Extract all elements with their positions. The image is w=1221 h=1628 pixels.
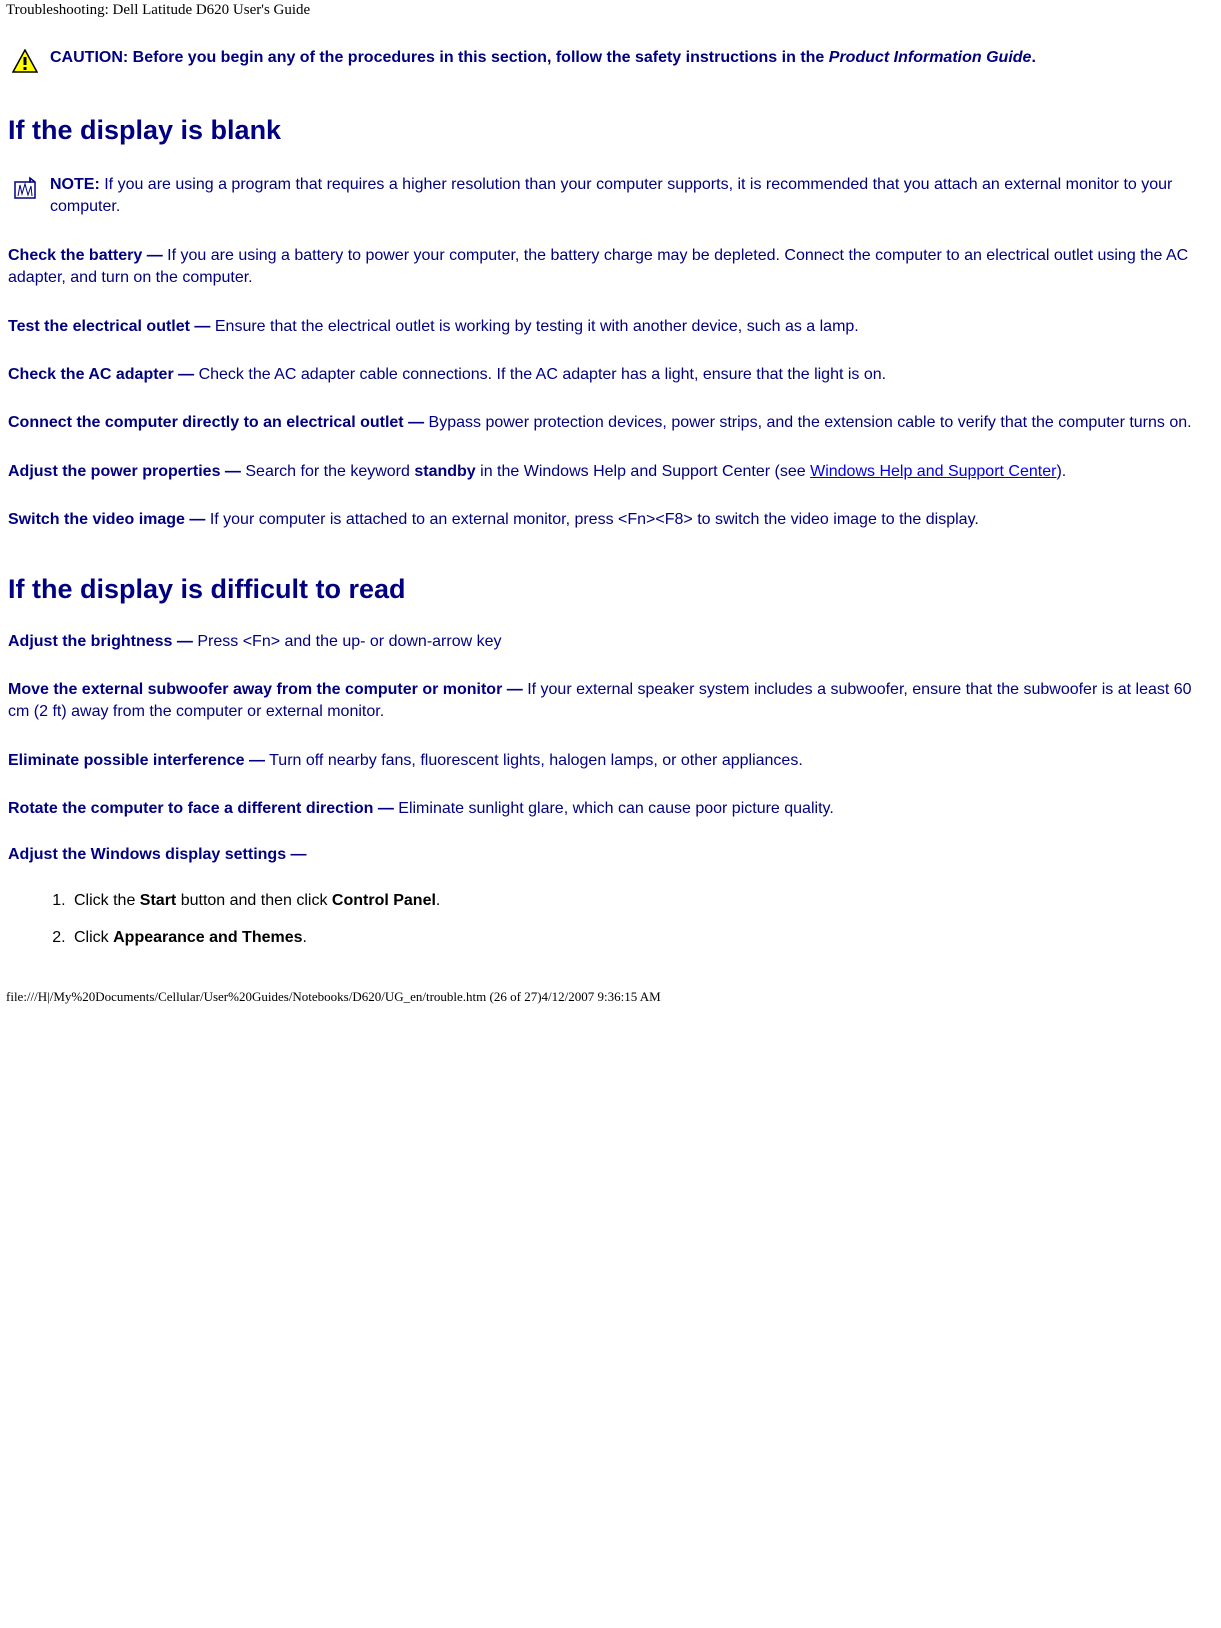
content-area: CAUTION: Before you begin any of the pro…	[0, 47, 1221, 949]
li2-b1: Appearance and Themes	[113, 929, 302, 946]
para-move-subwoofer: Move the external subwoofer away from th…	[8, 679, 1213, 724]
caution-after: .	[1031, 49, 1035, 66]
bold-check-adapter: Check the AC adapter —	[8, 366, 194, 383]
bold-eliminate-interference: Eliminate possible interference —	[8, 752, 265, 769]
text-rotate-computer: Eliminate sunlight glare, which can caus…	[394, 800, 834, 817]
text-test-outlet: Ensure that the electrical outlet is wor…	[210, 318, 858, 335]
bold-check-battery: Check the battery —	[8, 247, 163, 264]
para-switch-video: Switch the video image — If your compute…	[8, 509, 1213, 531]
list-item-1: Click the Start button and then click Co…	[70, 890, 1213, 912]
page-footer: file:///H|/My%20Documents/Cellular/User%…	[0, 965, 1221, 1009]
caution-before: Before you begin any of the procedures i…	[128, 49, 829, 66]
bold-adjust-windows: Adjust the Windows display settings —	[8, 846, 307, 863]
para-test-outlet: Test the electrical outlet — Ensure that…	[8, 316, 1213, 338]
heading-display-blank: If the display is blank	[8, 115, 1213, 146]
text-switch-video: If your computer is attached to an exter…	[205, 511, 978, 528]
page-header: Troubleshooting: Dell Latitude D620 User…	[0, 0, 1221, 19]
para-adjust-windows: Adjust the Windows display settings —	[8, 846, 1213, 864]
caution-label: CAUTION:	[50, 49, 128, 66]
li1-mid: button and then click	[176, 892, 332, 909]
bold-connect-direct: Connect the computer directly to an elec…	[8, 414, 424, 431]
text-adjust-power-before: Search for the keyword	[241, 463, 414, 480]
caution-box: CAUTION: Before you begin any of the pro…	[8, 47, 1213, 73]
caution-icon	[8, 47, 50, 73]
bold-test-outlet: Test the electrical outlet —	[8, 318, 210, 335]
note-box: NOTE: If you are using a program that re…	[8, 174, 1213, 219]
bold-rotate-computer: Rotate the computer to face a different …	[8, 800, 394, 817]
li1-before: Click the	[74, 892, 140, 909]
bold-adjust-power: Adjust the power properties —	[8, 463, 241, 480]
li2-after: .	[303, 929, 307, 946]
note-body: If you are using a program that requires…	[50, 176, 1172, 215]
bold-move-subwoofer: Move the external subwoofer away from th…	[8, 681, 523, 698]
li1-after: .	[436, 892, 440, 909]
caution-text: CAUTION: Before you begin any of the pro…	[50, 47, 1036, 69]
para-connect-direct: Connect the computer directly to an elec…	[8, 412, 1213, 434]
em-standby: standby	[414, 463, 475, 480]
li2-before: Click	[74, 929, 113, 946]
text-eliminate-interference: Turn off nearby fans, fluorescent lights…	[265, 752, 803, 769]
steps-list: Click the Start button and then click Co…	[8, 890, 1213, 949]
para-adjust-power: Adjust the power properties — Search for…	[8, 461, 1213, 483]
text-adjust-power-after: ).	[1056, 463, 1066, 480]
bold-switch-video: Switch the video image —	[8, 511, 205, 528]
para-rotate-computer: Rotate the computer to face a different …	[8, 798, 1213, 820]
para-adjust-brightness: Adjust the brightness — Press <Fn> and t…	[8, 631, 1213, 653]
heading-difficult-read: If the display is difficult to read	[8, 574, 1213, 605]
text-adjust-power-mid: in the Windows Help and Support Center (…	[476, 463, 810, 480]
text-check-battery: If you are using a battery to power your…	[8, 247, 1188, 286]
note-text: NOTE: If you are using a program that re…	[50, 174, 1213, 219]
note-icon	[8, 174, 50, 202]
para-eliminate-interference: Eliminate possible interference — Turn o…	[8, 750, 1213, 772]
link-windows-help[interactable]: Windows Help and Support Center	[810, 463, 1056, 480]
li1-b1: Start	[140, 892, 176, 909]
note-label: NOTE:	[50, 176, 100, 193]
bold-adjust-brightness: Adjust the brightness —	[8, 633, 193, 650]
para-check-adapter: Check the AC adapter — Check the AC adap…	[8, 364, 1213, 386]
para-check-battery: Check the battery — If you are using a b…	[8, 245, 1213, 290]
list-item-2: Click Appearance and Themes.	[70, 927, 1213, 949]
text-check-adapter: Check the AC adapter cable connections. …	[194, 366, 886, 383]
text-connect-direct: Bypass power protection devices, power s…	[424, 414, 1192, 431]
li1-b2: Control Panel	[332, 892, 436, 909]
caution-emphasis: Product Information Guide	[829, 49, 1032, 66]
text-adjust-brightness: Press <Fn> and the up- or down-arrow key	[193, 633, 502, 650]
